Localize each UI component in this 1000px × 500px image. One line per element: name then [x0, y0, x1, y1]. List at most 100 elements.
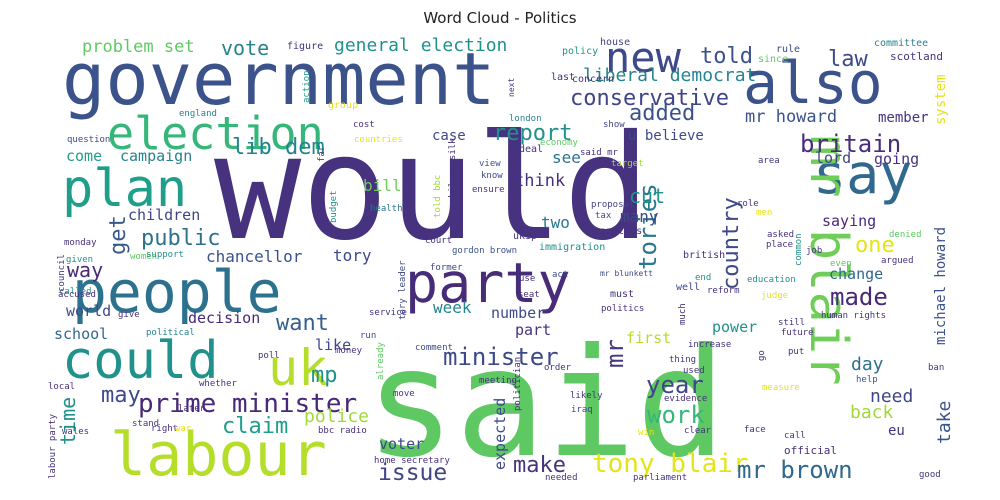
word-parliament: parliament	[633, 473, 687, 483]
word-mp: mp	[311, 363, 338, 388]
word-meeting: meeting	[479, 376, 517, 386]
word-kilroy-silk: kilroy silk	[448, 138, 458, 198]
word-day: day	[851, 354, 884, 375]
word-michael-howard: michael howard	[933, 227, 949, 345]
word-face: face	[744, 425, 766, 435]
word-ukip: ukip	[513, 231, 537, 242]
word-said: said	[365, 317, 726, 491]
word-bill: bill	[363, 176, 402, 195]
word-action: action	[302, 70, 312, 103]
word-given: given	[66, 255, 93, 265]
word-asked: asked	[767, 230, 794, 240]
word-general-election: general election	[334, 35, 507, 56]
word-tories: tories	[634, 183, 662, 270]
word-report: report	[493, 121, 572, 146]
word-view: view	[479, 159, 501, 169]
word-poll: poll	[258, 351, 280, 361]
word-stand: stand	[132, 419, 159, 429]
word-help: help	[856, 375, 878, 385]
word-use: use	[519, 274, 535, 284]
word-school: school	[54, 325, 108, 343]
word-home-secretary: home secretary	[374, 456, 450, 466]
word-local: local	[48, 382, 75, 392]
word-support: support	[146, 250, 184, 260]
word-next: next	[507, 78, 516, 97]
word-human-rights: human rights	[821, 311, 886, 321]
word-uk: uk	[268, 339, 328, 397]
word-used: used	[683, 366, 705, 376]
word-law: law	[828, 47, 868, 72]
word-party: party	[405, 251, 571, 315]
word-likely: likely	[570, 391, 603, 401]
word-called: called	[59, 287, 92, 297]
word-prime-minister: prime minister	[138, 389, 357, 419]
word-mr-blunkett: mr blunkett	[600, 269, 653, 278]
word-saying: saying	[822, 212, 876, 230]
word-policy: policy	[562, 46, 598, 57]
word-eu: eu	[888, 423, 905, 439]
word-tory: tory	[333, 246, 372, 265]
word-immigration: immigration	[539, 242, 605, 253]
word-plan: plan	[62, 159, 187, 219]
word-voter: voter	[379, 435, 424, 453]
word-group: group	[328, 100, 358, 111]
word-role: role	[737, 199, 759, 209]
word-politics: politics	[601, 304, 644, 314]
word-denied: denied	[889, 230, 922, 240]
word-lib-dem: lib dem	[232, 135, 325, 160]
word-needed: needed	[545, 473, 578, 483]
word-minister: minister	[443, 343, 559, 371]
word-year: year	[646, 371, 704, 399]
word-told: told	[700, 44, 753, 69]
word-right: right	[151, 424, 178, 434]
word-committee: committee	[874, 38, 928, 49]
word-election: election	[107, 107, 324, 160]
word-move: move	[393, 389, 415, 399]
word-seat: seat	[518, 290, 540, 300]
word-first: first	[626, 329, 671, 347]
word-tony-blair: tony blair	[592, 449, 749, 479]
word-future: future	[781, 328, 814, 338]
word-need: need	[870, 386, 913, 407]
word-call: call	[784, 431, 806, 441]
word-common: common	[794, 233, 804, 266]
word-tory-leader: tory leader	[398, 260, 408, 320]
word-number: number	[491, 304, 545, 322]
word-british: british	[683, 250, 725, 261]
word-place: place	[766, 240, 793, 250]
word-show: show	[603, 120, 625, 130]
word-take: take	[934, 401, 955, 444]
word-member: member	[878, 110, 929, 126]
word-order: order	[544, 363, 572, 373]
word-expected: expected	[491, 398, 509, 470]
word-already: already	[376, 341, 386, 380]
word-may: may	[101, 383, 141, 408]
word-house: house	[600, 37, 630, 48]
word-parties: parties	[600, 226, 642, 237]
word-mr: mr	[601, 339, 629, 368]
word-scotland: scotland	[890, 50, 943, 63]
word-money: money	[335, 346, 363, 356]
word-still: still	[778, 318, 805, 328]
word-know: know	[481, 171, 503, 181]
word-come: come	[66, 147, 102, 165]
word-two: two	[541, 213, 570, 232]
word-wales: wales	[62, 427, 89, 437]
word-figure: figure	[287, 41, 323, 52]
word-increase: increase	[688, 340, 731, 350]
word-well: well	[676, 282, 700, 293]
word-council: council	[57, 254, 67, 292]
word-must: must	[610, 289, 634, 300]
word-comment: comment	[415, 343, 453, 353]
word-conservative: conservative	[570, 86, 729, 111]
word-run: run	[360, 331, 376, 341]
word-question: question	[67, 135, 110, 145]
word-say: say	[813, 142, 912, 206]
word-judge: judge	[761, 291, 788, 301]
word-world: world	[66, 302, 111, 320]
word-public: public	[141, 226, 220, 251]
word-men: men	[756, 208, 772, 218]
word-part: part	[515, 321, 551, 339]
word-proposal: proposal	[591, 200, 634, 210]
